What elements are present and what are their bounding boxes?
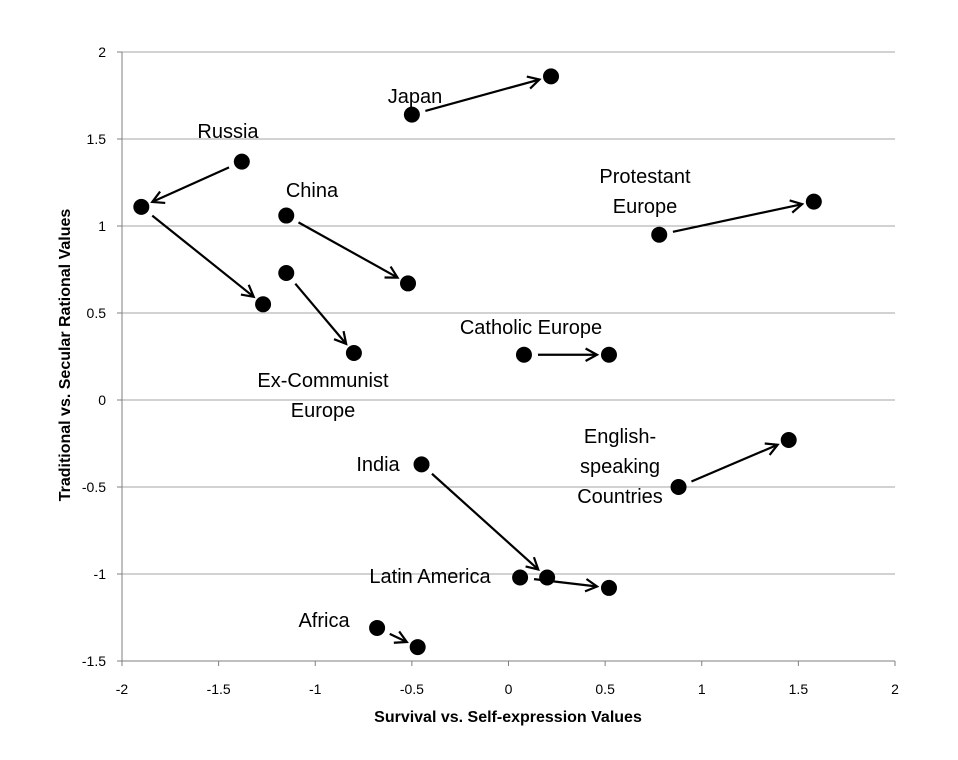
- x-tick-label: -1.5: [207, 681, 231, 697]
- trend-arrow: [151, 214, 255, 298]
- y-tick-label: 1: [98, 218, 106, 234]
- arrow-head: [333, 330, 348, 346]
- y-tick-label: 1.5: [87, 131, 107, 147]
- data-point: [543, 68, 560, 85]
- points: [133, 68, 822, 656]
- y-tick-label: -1: [94, 566, 107, 582]
- arrow-head: [525, 556, 540, 571]
- x-axis-title: Survival vs. Self-expression Values: [374, 709, 642, 726]
- data-point: [600, 579, 617, 596]
- data-point: [539, 569, 556, 586]
- region-label: speaking: [580, 456, 660, 478]
- region-label: Russia: [197, 121, 259, 143]
- grid: [122, 51, 895, 662]
- arrow-head: [585, 347, 600, 362]
- arrow-head: [240, 284, 256, 299]
- data-point: [233, 153, 250, 170]
- data-point: [133, 198, 150, 215]
- region-label: India: [356, 454, 400, 476]
- data-point: [515, 346, 532, 363]
- x-tick-label: 1: [698, 681, 706, 697]
- region-label: Europe: [291, 400, 356, 422]
- data-point: [345, 345, 362, 362]
- y-tick-label: 0: [98, 392, 106, 408]
- trend-arrow: [389, 632, 408, 643]
- trend-arrow: [672, 203, 803, 233]
- data-point: [400, 275, 417, 292]
- y-tick-label: -1.5: [82, 653, 106, 669]
- trend-arrow: [691, 443, 779, 483]
- data-point: [805, 193, 822, 210]
- data-point: [413, 456, 430, 473]
- arrows: [150, 75, 805, 644]
- data-point: [409, 639, 426, 656]
- trend-arrow: [297, 221, 399, 279]
- trend-arrow: [294, 282, 347, 345]
- region-label: Europe: [613, 196, 678, 218]
- trend-arrow: [431, 472, 539, 571]
- region-label: Countries: [577, 486, 663, 508]
- data-point: [780, 432, 797, 449]
- data-point: [651, 226, 668, 243]
- labels: Japan Russia China Ex-Communist Europe Protes…: [197, 86, 691, 632]
- arrow-head: [526, 75, 542, 90]
- arrow-head: [764, 442, 780, 456]
- data-point: [278, 207, 295, 224]
- region-label: English-: [584, 426, 656, 448]
- y-axis-title: Traditional vs. Secular Rational Values: [57, 209, 74, 502]
- region-label: Japan: [388, 86, 443, 108]
- data-point: [670, 479, 687, 495]
- data-point: [255, 296, 272, 313]
- data-point: [403, 106, 420, 123]
- trend-arrow: [151, 166, 230, 203]
- x-tick-label: 0: [505, 681, 513, 697]
- arrow-head: [393, 630, 409, 644]
- region-label: Protestant: [599, 166, 691, 188]
- data-point: [369, 619, 386, 636]
- arrow-head: [384, 265, 400, 279]
- region-label: China: [286, 180, 339, 202]
- x-tick-label: 1.5: [789, 681, 809, 697]
- trend-arrow: [425, 78, 540, 112]
- region-label: Catholic Europe: [460, 317, 602, 339]
- x-tick-label: 0.5: [595, 681, 615, 697]
- region-label: Ex-Communist: [257, 370, 389, 392]
- x-tick-label: -2: [116, 681, 129, 697]
- arrow-head: [150, 190, 166, 205]
- y-tick-label: 0.5: [87, 305, 107, 321]
- y-tick-label: -0.5: [82, 479, 106, 495]
- axes: 2 1.5 1 0.5 0 -0.5 -1 -1.5 -2 -1.5 -1 -0.5 0 0.5 1 1.5 2: [82, 44, 899, 697]
- data-point: [278, 264, 295, 281]
- x-tick-label: -1: [309, 681, 322, 697]
- region-label: Latin America: [369, 566, 491, 588]
- x-tick-label: 2: [891, 681, 899, 697]
- data-point: [512, 569, 529, 586]
- data-point: [600, 346, 617, 363]
- y-tick-label: 2: [98, 44, 106, 60]
- region-label: Africa: [298, 610, 350, 632]
- arrow-head: [789, 199, 805, 214]
- arrow-head: [584, 578, 600, 593]
- x-tick-label: -0.5: [400, 681, 424, 697]
